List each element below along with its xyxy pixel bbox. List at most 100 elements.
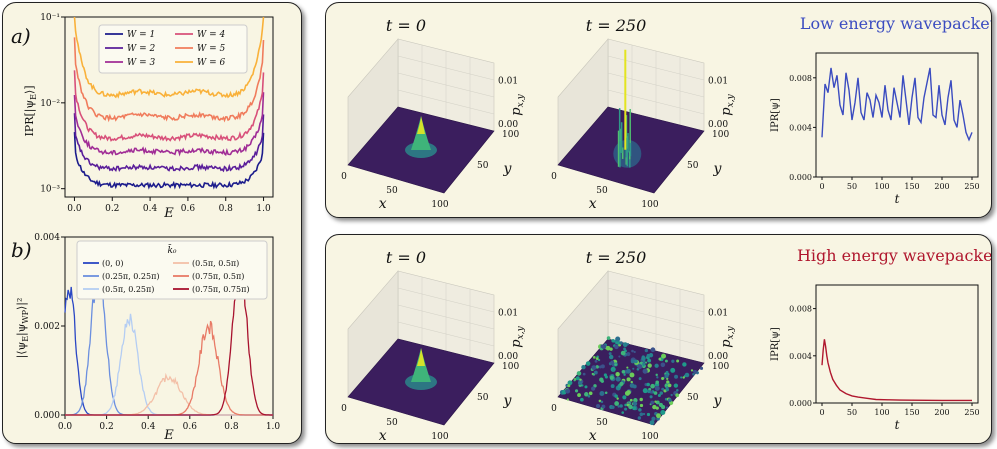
high-noise-dot bbox=[655, 373, 658, 377]
high-noise-dot bbox=[682, 362, 687, 367]
low-x-axis-label: x bbox=[589, 196, 597, 212]
high-noise-dot bbox=[574, 389, 579, 393]
high-noise-dot bbox=[682, 376, 685, 379]
panel-b-series-line bbox=[65, 320, 273, 416]
high-noise-dot bbox=[599, 391, 605, 397]
high-noise-dot bbox=[595, 357, 599, 360]
high-noise-dot bbox=[647, 358, 652, 363]
high-p-tick: 0.00 bbox=[708, 352, 728, 362]
panel-a-xtick-label: 0.4 bbox=[143, 204, 158, 214]
high-x-tick: 50 bbox=[596, 418, 608, 428]
high-noise-dot bbox=[608, 354, 614, 360]
high-y-tick: 50 bbox=[477, 393, 489, 403]
high-peak-top bbox=[417, 348, 425, 366]
low-ipr-ylabel: IPR[ψ] bbox=[770, 98, 781, 132]
high-p-tick: 0.01 bbox=[498, 308, 518, 318]
panel-a-xtick-label: 1.0 bbox=[256, 204, 271, 214]
low-grid-line bbox=[397, 72, 495, 98]
panel-a-legend-label: W = 4 bbox=[197, 30, 226, 40]
high-noise-dot bbox=[664, 373, 669, 379]
panel-a-ylabel: IPR[|ψE⟩] bbox=[23, 85, 38, 136]
high-y-tick: 50 bbox=[687, 393, 699, 403]
low-x-tick: 50 bbox=[386, 186, 398, 196]
high-noise-dot bbox=[610, 384, 615, 389]
panel-a-ytick-label: 10⁻¹ bbox=[40, 13, 60, 23]
low-energy-panel: Low energy wavepacket t = 0 0 50 100 50 100 0.0… bbox=[325, 2, 997, 218]
high-noise-dot bbox=[644, 361, 648, 364]
high-noise-dot bbox=[632, 367, 635, 370]
high-noise-dot bbox=[629, 398, 633, 402]
low-ipr-xtick-label: 150 bbox=[904, 182, 919, 191]
panel-a-legend-label: W = 5 bbox=[197, 44, 226, 54]
panel-a-series-line bbox=[73, 70, 265, 142]
high-grid-line bbox=[397, 287, 495, 313]
high-noise-dot bbox=[656, 413, 661, 419]
high-noise-dot bbox=[581, 365, 586, 370]
high-x-tick: 0 bbox=[551, 404, 557, 414]
high-x-axis-label: x bbox=[589, 428, 597, 443]
high-grid-line bbox=[607, 287, 705, 313]
high-noise-dot bbox=[610, 366, 616, 372]
panel-b-xtick-label: 0.4 bbox=[141, 422, 156, 432]
low-y-tick: 50 bbox=[477, 161, 489, 171]
low-ipr-ytick-label: 0.000 bbox=[789, 173, 812, 182]
low-y-tick: 100 bbox=[502, 130, 519, 140]
high-noise-dot bbox=[639, 412, 644, 417]
high-ipr-frame bbox=[815, 284, 979, 404]
panel-a-xtick-label: 0.8 bbox=[219, 204, 234, 214]
panel-b-legend-title: k̄₀ bbox=[167, 244, 176, 256]
high-p-axis-label: px,y bbox=[509, 325, 526, 347]
low-ipr-frame bbox=[815, 52, 979, 178]
high-noise-dot bbox=[577, 393, 581, 397]
high-noise-dot bbox=[575, 376, 580, 381]
panel-b-legend-label: (0.75π, 0.5π) bbox=[192, 272, 244, 281]
high-noise-dot bbox=[684, 372, 690, 378]
low-x-axis-label: x bbox=[379, 196, 387, 212]
high-noise-dot bbox=[658, 402, 663, 407]
high-noise-dot bbox=[626, 377, 631, 382]
high-noise-dot bbox=[623, 347, 626, 351]
high-noise-dot bbox=[664, 397, 668, 401]
panel-b-chart: b) |⟨ψE|ψWP⟩|² E 0.0 0.2 0.4 0.6 0.8 1.0 0.000… bbox=[11, 233, 280, 443]
panel-b-xtick-label: 1.0 bbox=[266, 422, 281, 432]
high-noise-dot bbox=[595, 404, 601, 409]
panel-a-legend: W = 1 W = 2 W = 3 W = 4 W = 5 W = 6 bbox=[98, 24, 248, 74]
high-noise-dot bbox=[673, 383, 679, 388]
panel-b-xtick-label: 0.6 bbox=[183, 422, 198, 432]
high-noise-dot bbox=[598, 365, 602, 369]
low-p-tick: 0.00 bbox=[708, 120, 728, 130]
low-time-label: t = 250 bbox=[586, 16, 647, 35]
high-noise-dot bbox=[642, 412, 646, 416]
high-noise-dot bbox=[584, 385, 588, 389]
high-noise-dot bbox=[626, 351, 631, 357]
high-noise-dot bbox=[632, 384, 637, 389]
low-y-tick: 50 bbox=[687, 161, 699, 171]
high-noise-dot bbox=[600, 379, 604, 383]
high-noise-dot bbox=[573, 379, 576, 382]
high-x-tick: 0 bbox=[341, 404, 347, 414]
high-noise-dot bbox=[647, 363, 652, 368]
high-ipr-xtick-label: 200 bbox=[934, 408, 949, 417]
high-noise-dot bbox=[592, 355, 596, 359]
high-noise-dot bbox=[621, 411, 625, 414]
high-noise-dot bbox=[692, 370, 696, 373]
panel-b-legend-label: (0.5π, 0.25π) bbox=[102, 285, 154, 294]
high-noise-dot bbox=[652, 404, 657, 410]
panel-a-legend-label: W = 3 bbox=[127, 58, 156, 68]
panel-b-legend-label: (0.5π, 0.5π) bbox=[192, 259, 239, 268]
high-noise-dot bbox=[632, 401, 638, 406]
high-noise-dot bbox=[699, 366, 704, 370]
high-noise-dot bbox=[638, 408, 642, 412]
high-ipr-xlabel: t bbox=[895, 418, 900, 432]
high-noise-dot bbox=[667, 383, 672, 388]
high-noise-dot bbox=[671, 359, 675, 363]
high-noise-dot bbox=[638, 377, 642, 381]
low-p-tick: 0.01 bbox=[498, 76, 518, 86]
high-noise-dot bbox=[626, 343, 630, 346]
low-x-tick: 0 bbox=[551, 172, 557, 182]
high-noise-dot bbox=[615, 376, 621, 382]
high-noise-dot bbox=[615, 336, 621, 342]
low-ipr-xtick-label: 200 bbox=[934, 182, 949, 191]
high-noise-dot bbox=[661, 353, 667, 359]
high-noise-dot bbox=[631, 349, 634, 353]
